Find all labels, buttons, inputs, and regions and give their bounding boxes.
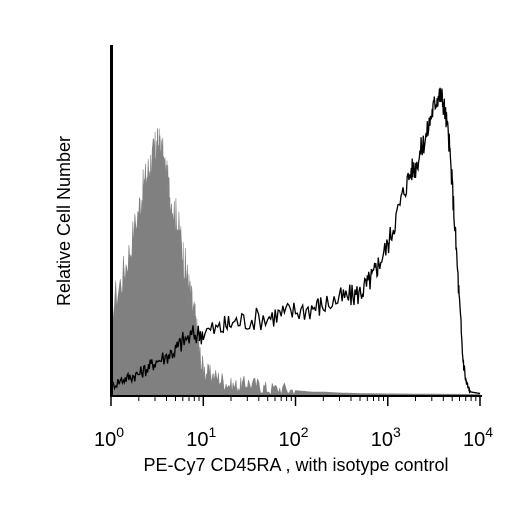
series-layer: [110, 87, 481, 396]
y-axis-label: Relative Cell Number: [54, 136, 74, 306]
x-tick-label: 104: [463, 424, 493, 451]
x-tick-layer: [110, 396, 481, 406]
x-tick-label: 102: [278, 424, 308, 451]
x-tick-label: 100: [94, 424, 124, 451]
x-tick-label: 101: [186, 424, 216, 451]
cd45ra-outline-histogram: [110, 87, 481, 395]
x-tick-label: 103: [371, 424, 401, 451]
x-axis-label: PE-Cy7 CD45RA , with isotype control: [143, 455, 448, 475]
x-tick-label-layer: 100 101 102 103 104: [94, 424, 493, 451]
